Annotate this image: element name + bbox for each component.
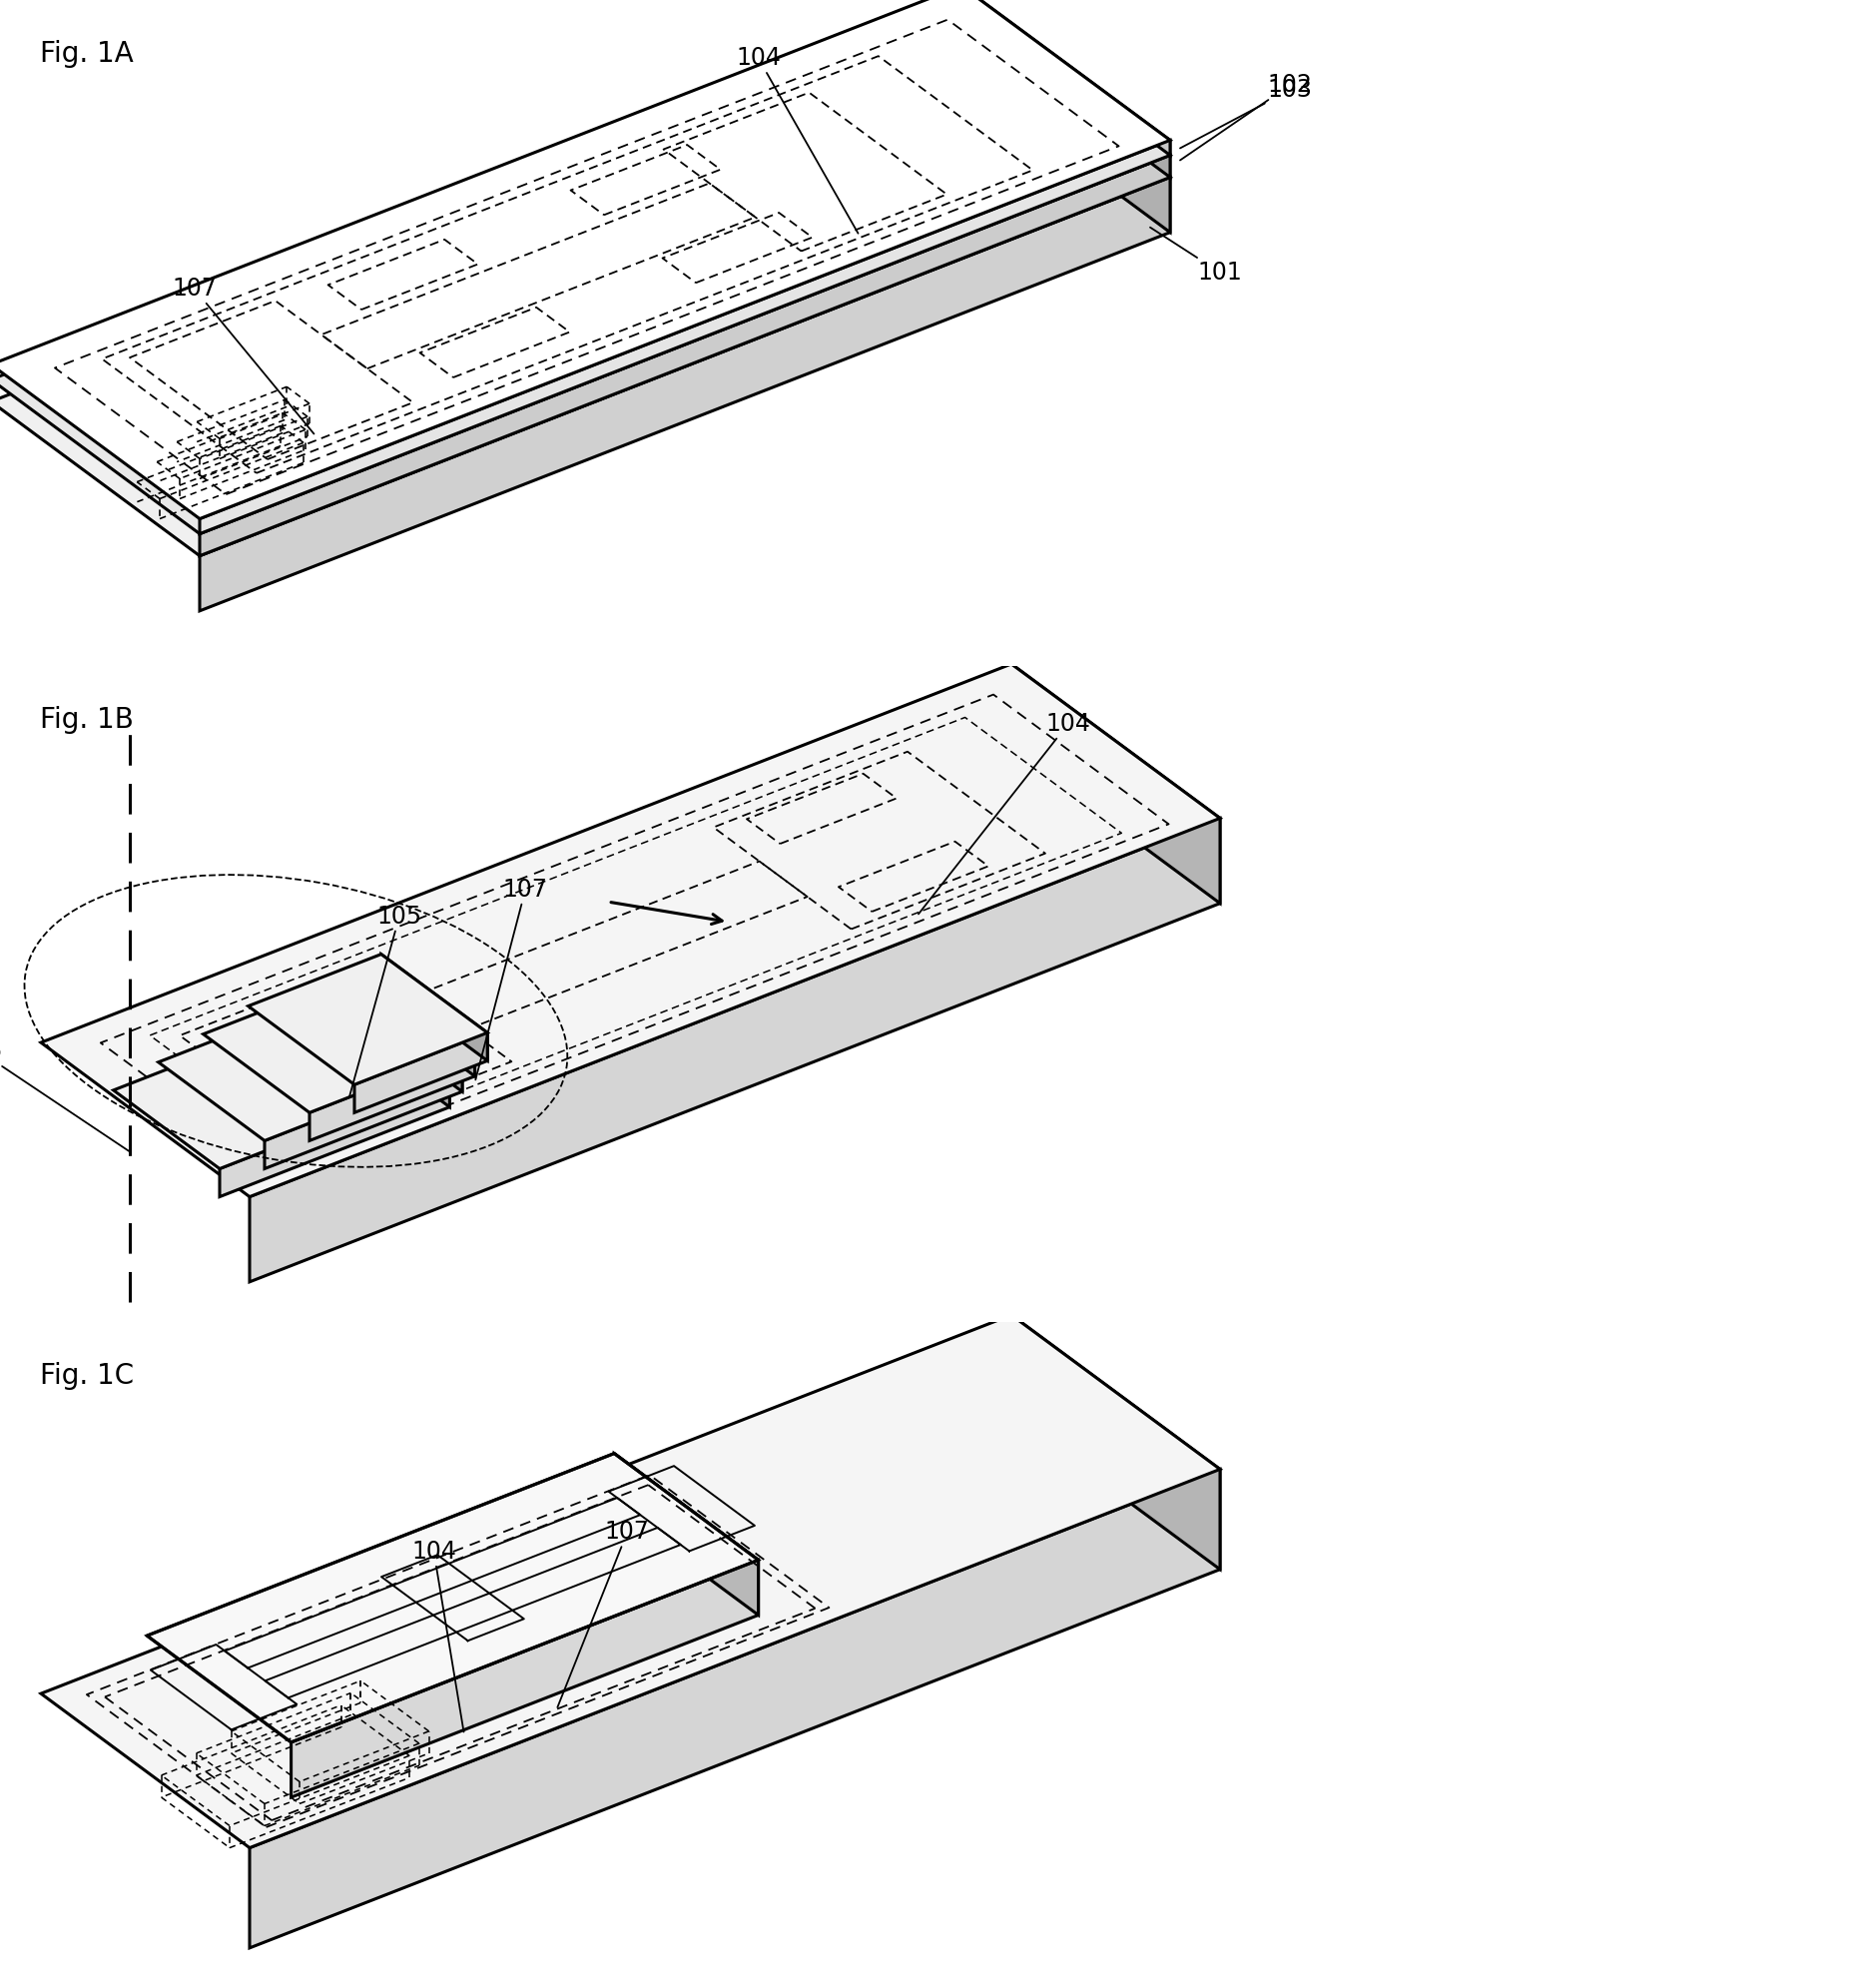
Polygon shape <box>113 1000 449 1169</box>
Text: 107: 107 <box>475 877 548 1079</box>
Polygon shape <box>158 984 462 1141</box>
Polygon shape <box>200 177 1169 610</box>
Polygon shape <box>961 0 1169 155</box>
Polygon shape <box>291 1561 759 1797</box>
Text: 101: 101 <box>1151 227 1242 284</box>
Text: 105: 105 <box>349 905 421 1097</box>
Polygon shape <box>41 664 1219 1197</box>
Polygon shape <box>310 1048 475 1141</box>
Polygon shape <box>200 155 1169 557</box>
Text: 104: 104 <box>412 1539 464 1732</box>
Polygon shape <box>0 2 1169 535</box>
Text: 107: 107 <box>173 276 314 433</box>
Polygon shape <box>249 1469 1219 1948</box>
Text: Fig. 1B: Fig. 1B <box>41 706 134 734</box>
Polygon shape <box>1012 664 1219 903</box>
Polygon shape <box>380 954 488 1062</box>
Text: 102: 102 <box>1180 74 1312 161</box>
Polygon shape <box>343 1000 449 1107</box>
Text: 104: 104 <box>919 712 1091 914</box>
Text: 104: 104 <box>735 46 857 233</box>
Polygon shape <box>200 141 1169 535</box>
Polygon shape <box>356 984 462 1091</box>
Text: 106: 106 <box>0 1040 130 1151</box>
Polygon shape <box>614 1453 759 1614</box>
Polygon shape <box>249 954 488 1085</box>
Text: Fig. 1A: Fig. 1A <box>41 40 134 68</box>
Polygon shape <box>1012 1314 1219 1569</box>
Polygon shape <box>147 1453 759 1741</box>
Polygon shape <box>0 24 1169 557</box>
Polygon shape <box>961 2 1169 177</box>
Text: 107: 107 <box>557 1521 650 1708</box>
Polygon shape <box>265 1064 462 1169</box>
Polygon shape <box>0 0 1169 519</box>
Text: 103: 103 <box>1180 78 1312 149</box>
Text: Fig. 1C: Fig. 1C <box>41 1362 134 1390</box>
Polygon shape <box>961 24 1169 233</box>
Polygon shape <box>354 1032 488 1113</box>
Polygon shape <box>204 970 475 1113</box>
Polygon shape <box>41 1314 1219 1847</box>
Polygon shape <box>369 970 475 1076</box>
Polygon shape <box>219 1079 449 1197</box>
Polygon shape <box>249 819 1219 1282</box>
